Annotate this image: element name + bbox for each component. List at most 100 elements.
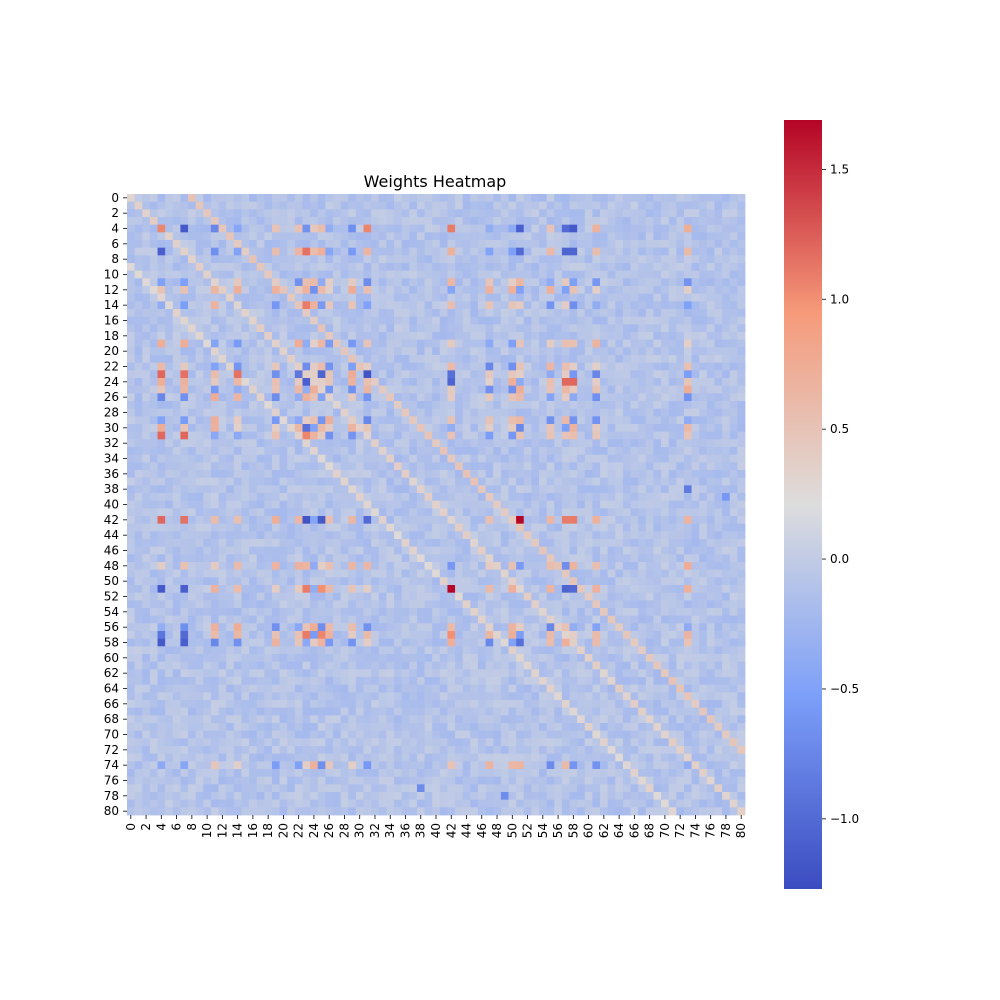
heatmap-cell	[645, 201, 654, 210]
heatmap-cell	[279, 362, 288, 371]
heatmap-cell	[439, 585, 448, 594]
heatmap-cell	[317, 255, 326, 264]
heatmap-cell	[340, 447, 349, 456]
heatmap-cell	[645, 332, 654, 341]
heatmap-cell	[203, 209, 212, 218]
heatmap-cell	[157, 194, 166, 203]
heatmap-cell	[630, 454, 639, 463]
heatmap-cell	[432, 516, 441, 525]
heatmap-cell	[447, 470, 456, 479]
heatmap-cell	[142, 508, 151, 517]
heatmap-cell	[325, 301, 334, 310]
heatmap-cell	[210, 500, 219, 509]
heatmap-cell	[508, 485, 517, 494]
heatmap-cell	[455, 408, 464, 417]
heatmap-cell	[668, 293, 677, 302]
heatmap-cell	[592, 477, 601, 486]
heatmap-cell	[310, 316, 319, 325]
heatmap-cell	[271, 278, 280, 287]
heatmap-cell	[699, 309, 708, 318]
heatmap-cell	[416, 493, 425, 502]
heatmap-cell	[531, 431, 540, 440]
heatmap-cell	[149, 201, 158, 210]
heatmap-cell	[508, 600, 517, 609]
heatmap-cell	[455, 286, 464, 295]
heatmap-cell	[256, 255, 265, 264]
heatmap-cell	[539, 508, 548, 517]
heatmap-cell	[188, 516, 197, 525]
heatmap-cell	[386, 477, 395, 486]
heatmap-cell	[432, 309, 441, 318]
heatmap-cell	[569, 508, 578, 517]
heatmap-cell	[424, 270, 433, 279]
heatmap-cell	[210, 485, 219, 494]
heatmap-cell	[462, 623, 471, 632]
heatmap-cell	[638, 608, 647, 617]
heatmap-cell	[279, 615, 288, 624]
heatmap-cell	[203, 608, 212, 617]
heatmap-cell	[157, 201, 166, 210]
heatmap-cell	[615, 539, 624, 548]
heatmap-cell	[661, 500, 670, 509]
heatmap-cell	[256, 531, 265, 540]
heatmap-cell	[134, 546, 143, 555]
heatmap-cell	[409, 439, 418, 448]
heatmap-cell	[699, 493, 708, 502]
heatmap-cell	[302, 416, 311, 425]
heatmap-cell	[683, 370, 692, 379]
heatmap-cell	[577, 263, 586, 272]
heatmap-cell	[676, 263, 685, 272]
heatmap-cell	[432, 623, 441, 632]
heatmap-cell	[386, 608, 395, 617]
heatmap-cell	[310, 623, 319, 632]
heatmap-cell	[554, 347, 563, 356]
heatmap-cell	[226, 493, 235, 502]
heatmap-cell	[256, 546, 265, 555]
heatmap-cell	[653, 278, 662, 287]
heatmap-cell	[500, 293, 509, 302]
heatmap-cell	[195, 470, 204, 479]
heatmap-cell	[333, 439, 342, 448]
heatmap-cell	[294, 201, 303, 210]
heatmap-cell	[249, 661, 258, 670]
heatmap-cell	[302, 623, 311, 632]
heatmap-cell	[325, 485, 334, 494]
heatmap-cell	[500, 470, 509, 479]
heatmap-cell	[432, 194, 441, 203]
heatmap-cell	[661, 424, 670, 433]
heatmap-cell	[676, 493, 685, 502]
heatmap-cell	[241, 631, 250, 640]
heatmap-cell	[584, 263, 593, 272]
heatmap-cell	[218, 347, 227, 356]
heatmap-cell	[256, 447, 265, 456]
heatmap-cell	[355, 370, 364, 379]
heatmap-cell	[539, 393, 548, 402]
heatmap-cell	[195, 654, 204, 663]
heatmap-cell	[279, 454, 288, 463]
heatmap-cell	[394, 232, 403, 241]
heatmap-cell	[477, 462, 486, 471]
heatmap-cell	[279, 562, 288, 571]
heatmap-cell	[386, 585, 395, 594]
heatmap-cell	[271, 577, 280, 586]
heatmap-cell	[310, 247, 319, 256]
heatmap-cell	[584, 416, 593, 425]
heatmap-cell	[729, 585, 738, 594]
heatmap-cell	[256, 316, 265, 325]
heatmap-cell	[729, 393, 738, 402]
heatmap-cell	[546, 301, 555, 310]
heatmap-cell	[470, 339, 479, 348]
heatmap-cell	[226, 240, 235, 249]
heatmap-cell	[188, 393, 197, 402]
heatmap-cell	[180, 654, 189, 663]
heatmap-cell	[683, 523, 692, 532]
heatmap-cell	[615, 286, 624, 295]
heatmap-cell	[241, 224, 250, 233]
heatmap-cell	[722, 569, 731, 578]
heatmap-cell	[531, 585, 540, 594]
heatmap-cell	[600, 462, 609, 471]
heatmap-cell	[554, 646, 563, 655]
heatmap-cell	[264, 661, 273, 670]
heatmap-cell	[340, 408, 349, 417]
heatmap-cell	[676, 378, 685, 387]
